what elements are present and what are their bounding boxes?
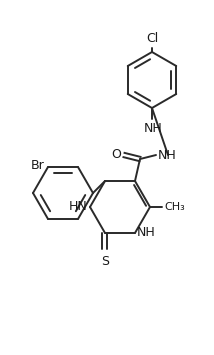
Text: NH: NH — [144, 122, 162, 135]
Text: Br: Br — [30, 159, 44, 171]
Text: CH₃: CH₃ — [164, 202, 185, 212]
Text: HN: HN — [69, 201, 88, 213]
Text: O: O — [111, 148, 121, 160]
Text: NH: NH — [137, 226, 156, 240]
Text: Cl: Cl — [146, 32, 158, 45]
Text: S: S — [101, 255, 109, 268]
Text: NH: NH — [158, 148, 177, 162]
